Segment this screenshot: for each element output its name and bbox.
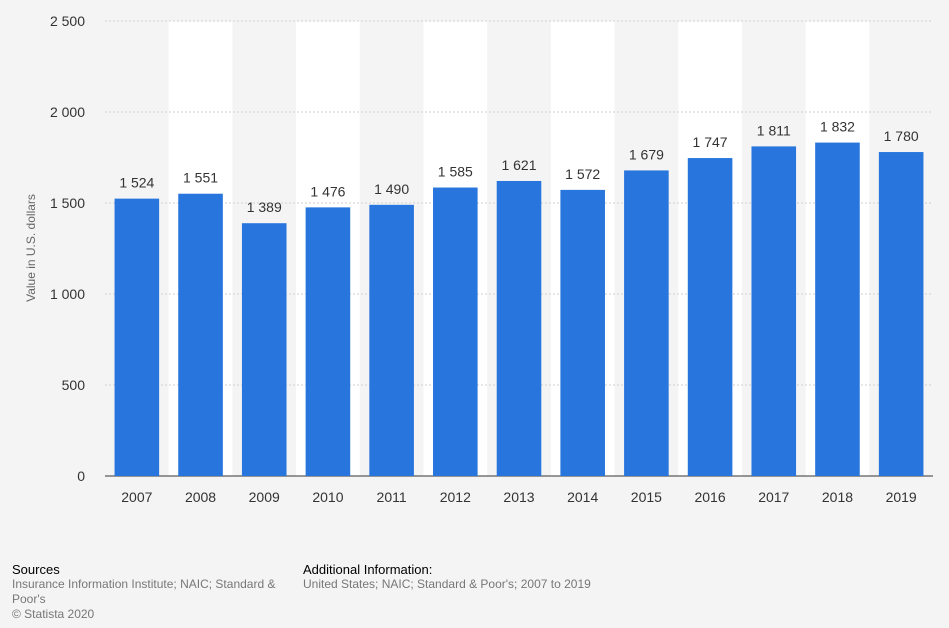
x-tick-label-2012: 2012 (440, 489, 471, 505)
bar-2016 (687, 158, 733, 476)
bar-2011 (369, 204, 414, 476)
data-label-2013: 1 621 (501, 157, 536, 173)
x-axis-ticks: 2007 2008 2009 2010 2011 2012 2013 2014 2015 2016… (121, 489, 917, 505)
bar-2009 (241, 223, 287, 476)
bar-2015 (624, 170, 669, 476)
x-tick-label-2019: 2019 (886, 489, 917, 505)
data-label-2011: 1 490 (374, 181, 409, 197)
bar-2008 (178, 193, 223, 476)
data-label-2009: 1 389 (247, 199, 282, 215)
x-tick-label-2016: 2016 (694, 489, 725, 505)
additional-info-title: Additional Information: (303, 562, 433, 577)
bar-2007 (114, 198, 160, 476)
data-label-2007: 1 524 (119, 175, 154, 191)
data-label-2017: 1 811 (757, 122, 791, 138)
y-tick-label-0: 0 (77, 468, 85, 484)
bars (114, 142, 924, 477)
additional-info-text: United States; NAIC; Standard & Poor's; … (303, 577, 591, 591)
bar-2012 (433, 187, 478, 476)
x-tick-label-2011: 2011 (377, 489, 407, 505)
bar-2014 (560, 189, 605, 476)
x-tick-label-2010: 2010 (312, 489, 343, 505)
y-tick-label-2000: 2 000 (50, 104, 85, 120)
bar-2013 (496, 180, 542, 476)
data-label-2008: 1 551 (183, 170, 218, 186)
sources-title: Sources (12, 562, 60, 577)
data-labels: 1 524 1 551 1 389 1 476 1 490 1 585 1 621 1 572… (119, 119, 919, 216)
data-label-2018: 1 832 (820, 119, 855, 135)
x-tick-label-2009: 2009 (249, 489, 280, 505)
data-label-2010: 1 476 (310, 183, 345, 199)
y-tick-label-2500: 2 500 (50, 13, 85, 29)
x-tick-label-2018: 2018 (822, 489, 853, 505)
data-label-2016: 1 747 (693, 134, 728, 150)
bar-2018 (815, 142, 860, 477)
bar-2010 (305, 207, 351, 477)
sources-text[interactable]: Insurance Information Institute; NAIC; S… (12, 577, 276, 606)
y-axis-ticks: 0 500 1 000 1 500 2 000 2 500 (50, 13, 85, 484)
y-tick-label-1500: 1 500 (50, 195, 85, 211)
data-label-2015: 1 679 (629, 146, 664, 162)
data-label-2019: 1 780 (884, 128, 919, 144)
sources-block: Sources Insurance Information Institute;… (12, 562, 292, 622)
y-tick-label-500: 500 (62, 377, 86, 393)
x-tick-label-2013: 2013 (503, 489, 534, 505)
y-tick-label-1000: 1 000 (50, 286, 85, 302)
additional-info-block: Additional Information: United States; N… (303, 562, 703, 592)
bar-chart: 0 500 1 000 1 500 2 000 2 500 1 524 1 551 1 389… (24, 13, 933, 505)
x-tick-label-2008: 2008 (185, 489, 216, 505)
data-label-2012: 1 585 (438, 164, 473, 180)
x-tick-label-2017: 2017 (758, 489, 789, 505)
bar-2019 (878, 152, 924, 477)
data-label-2014: 1 572 (565, 166, 600, 182)
y-axis-title: Value in U.S. dollars (24, 194, 38, 302)
x-tick-label-2014: 2014 (567, 489, 598, 505)
x-tick-label-2015: 2015 (631, 489, 662, 505)
copyright-text[interactable]: © Statista 2020 (12, 607, 95, 621)
bar-2017 (751, 146, 797, 476)
x-tick-label-2007: 2007 (121, 489, 152, 505)
